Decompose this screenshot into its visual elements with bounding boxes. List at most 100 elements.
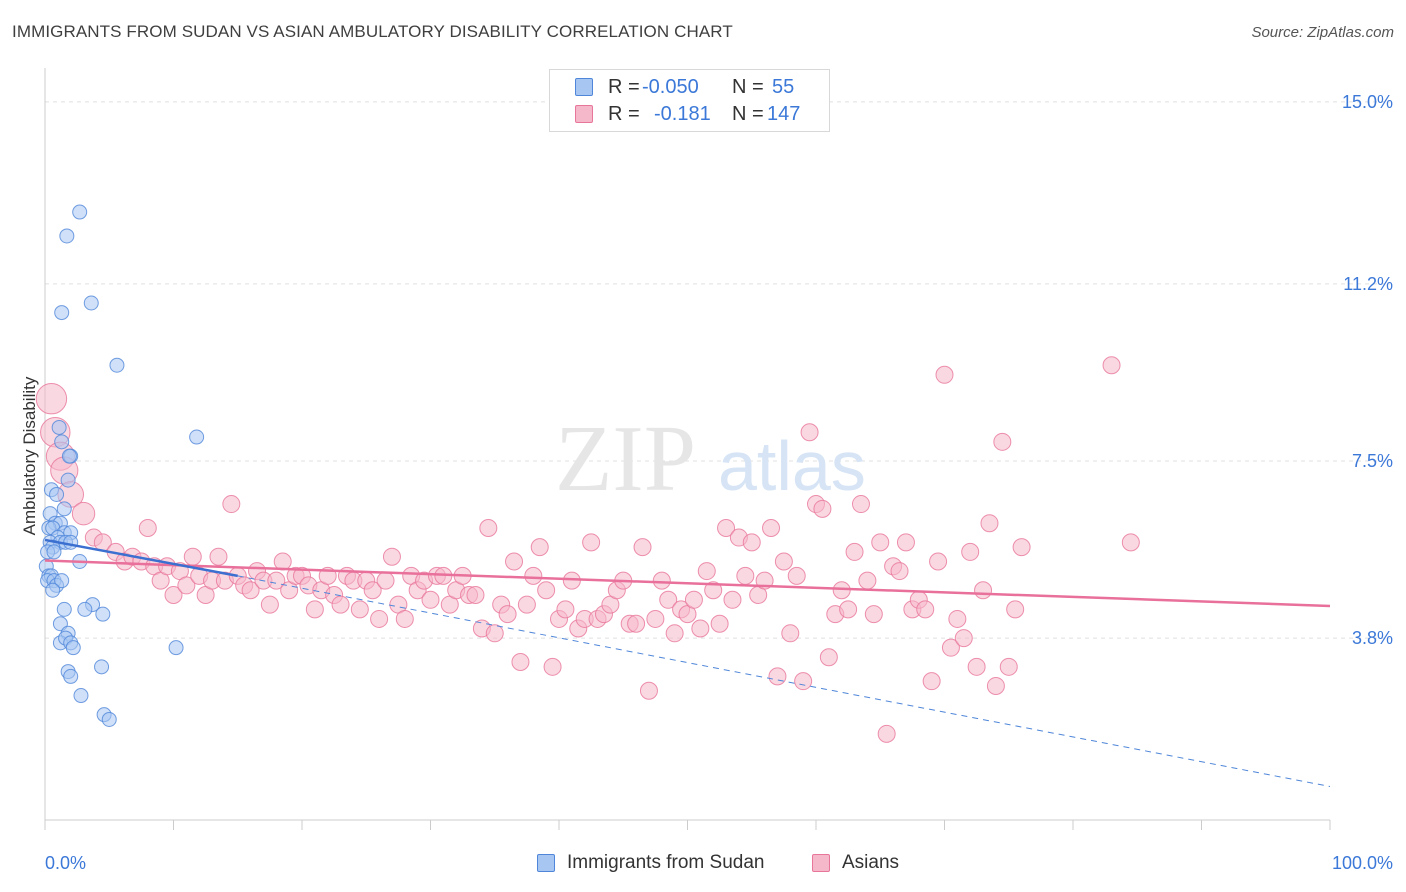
- legend-r-label: R =: [608, 75, 640, 98]
- asians-point: [222, 495, 241, 514]
- sudan-point: [61, 448, 77, 464]
- asians-point: [871, 533, 890, 552]
- sudan-trend-line: [44, 538, 238, 578]
- y-axis-label: Ambulatory Disability: [20, 376, 39, 535]
- asians-point: [916, 600, 935, 619]
- asians-point: [1102, 356, 1121, 375]
- legend-swatch-sudan: [537, 854, 555, 872]
- asians-point: [858, 571, 877, 590]
- asians-point: [633, 538, 652, 557]
- asians-point: [736, 566, 755, 585]
- correlation-legend: R = -0.050 N = 55 R = -0.181 N = 147: [549, 69, 830, 132]
- asians-point: [999, 657, 1018, 676]
- asians-point: [961, 542, 980, 561]
- asians-point: [710, 614, 729, 633]
- asians-point: [974, 581, 993, 600]
- asians-point: [845, 542, 864, 561]
- asians-point: [954, 629, 973, 648]
- sudan-point: [49, 486, 65, 502]
- sudan-point: [73, 688, 89, 704]
- asians-point: [819, 648, 838, 667]
- asians-point: [922, 672, 941, 691]
- asians-point: [935, 365, 954, 384]
- asians-point: [273, 552, 292, 571]
- asians-point: [652, 571, 671, 590]
- y-tick-label: 11.2%: [1343, 274, 1393, 294]
- asians-point: [331, 595, 350, 614]
- asians-point: [382, 547, 401, 566]
- asians-point: [839, 600, 858, 619]
- legend-swatch-sudan: [575, 78, 593, 96]
- asians-point: [183, 547, 202, 566]
- sudan-point: [77, 601, 93, 617]
- legend-n-value: 55: [772, 75, 795, 98]
- asians-point: [556, 600, 575, 619]
- sudan-point: [51, 419, 67, 435]
- sudan-trend-extension: [237, 575, 1331, 787]
- y-tick-label: 3.8%: [1352, 628, 1393, 648]
- asians-point: [665, 624, 684, 643]
- bottom-legend-asians: Asians: [812, 852, 899, 874]
- source-label: Source: ZipAtlas.com: [1251, 24, 1394, 41]
- asians-trend-line: [44, 559, 1331, 608]
- asians-point: [697, 562, 716, 581]
- watermark-atlas: atlas: [718, 427, 866, 505]
- legend-n-value: 147: [767, 102, 801, 125]
- asians-point: [530, 538, 549, 557]
- asians-point: [138, 518, 157, 537]
- asians-point: [639, 681, 658, 700]
- asians-point: [781, 624, 800, 643]
- sudan-point: [54, 305, 70, 321]
- asians-point: [164, 586, 183, 605]
- sudan-point: [45, 582, 61, 598]
- asians-point: [479, 518, 498, 537]
- asians-point: [877, 724, 896, 743]
- grid-lines: [45, 101, 1390, 639]
- asians-point: [260, 595, 279, 614]
- legend-label-sudan: Immigrants from Sudan: [567, 852, 765, 873]
- asians-point: [774, 552, 793, 571]
- asians-point: [691, 619, 710, 638]
- asians-point: [646, 609, 665, 628]
- asians-point: [1012, 538, 1031, 557]
- asians-point: [421, 590, 440, 609]
- data-points: [35, 204, 1140, 743]
- asians-point: [864, 605, 883, 624]
- sudan-point: [54, 434, 70, 450]
- y-tick-label: 15.0%: [1342, 92, 1393, 112]
- asians-point: [241, 581, 260, 600]
- sudan-point: [72, 204, 88, 220]
- asians-point: [177, 576, 196, 595]
- sudan-point: [94, 659, 110, 675]
- axes: [44, 68, 1331, 830]
- asians-point: [762, 518, 781, 537]
- sudan-point: [83, 295, 99, 311]
- asians-point: [993, 432, 1012, 451]
- asians-point: [929, 552, 948, 571]
- sudan-point: [46, 544, 62, 560]
- asians-point: [370, 609, 389, 628]
- asians-point: [787, 566, 806, 585]
- watermark-zip: ZIP: [555, 407, 696, 511]
- asians-point: [851, 495, 870, 514]
- axis-labels: 3.8% 7.5% 11.2% 15.0% 0.0% 100.0% Ambulatory D…: [20, 92, 1393, 873]
- asians-point: [517, 595, 536, 614]
- legend-n-label: N =: [732, 75, 764, 98]
- asians-point: [980, 514, 999, 533]
- sudan-point: [54, 573, 70, 589]
- asians-point: [511, 653, 530, 672]
- legend-r-label: R =: [608, 102, 640, 125]
- asians-point: [524, 566, 543, 585]
- legend-swatch-asians: [575, 105, 593, 123]
- asians-point: [684, 590, 703, 609]
- asians-point: [267, 571, 286, 590]
- sudan-point: [63, 668, 79, 684]
- asians-point: [896, 533, 915, 552]
- asians-point: [543, 657, 562, 676]
- asians-point: [627, 614, 646, 633]
- sudan-point: [95, 606, 111, 622]
- legend-swatch-asians: [812, 854, 830, 872]
- sudan-point: [56, 501, 72, 517]
- asians-point: [948, 609, 967, 628]
